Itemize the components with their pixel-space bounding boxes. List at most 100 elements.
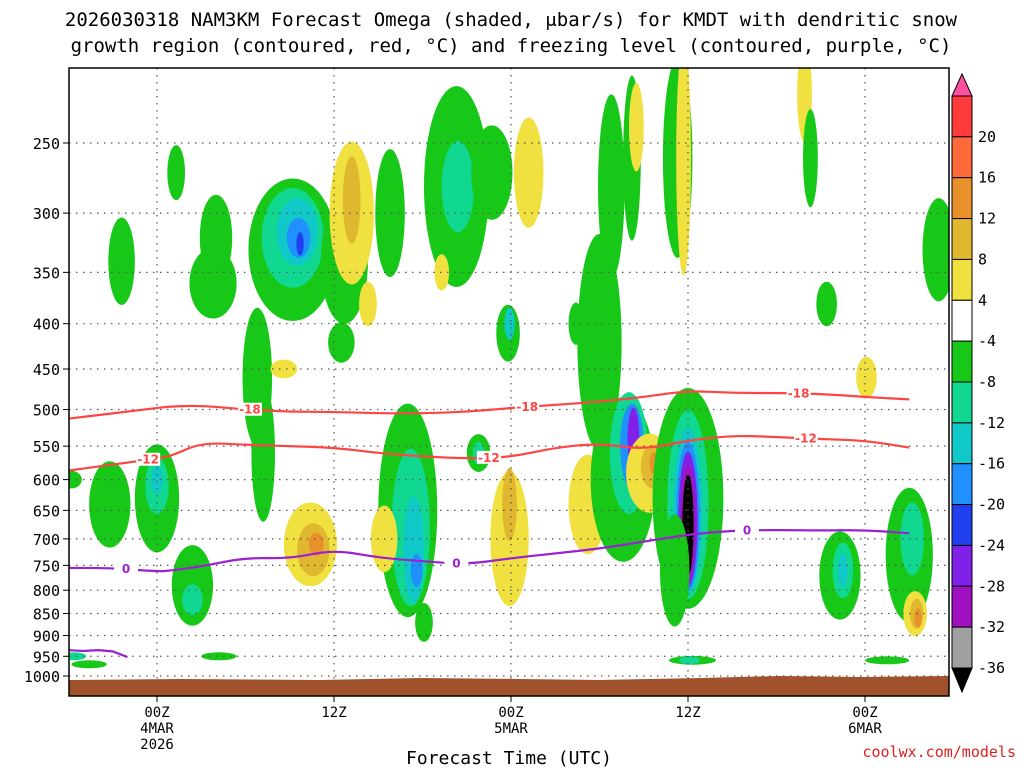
colorbar-label: 20 bbox=[978, 128, 996, 146]
time-tick-label: 12Z bbox=[675, 705, 700, 721]
colorbar-label: -32 bbox=[978, 618, 1005, 636]
freezing-level-contour-label: 0 bbox=[452, 557, 460, 571]
pressure-tick-label: 650 bbox=[33, 502, 60, 520]
omega-shade-region bbox=[189, 247, 237, 319]
omega-shade-region bbox=[900, 502, 924, 576]
omega-shade-region bbox=[679, 656, 700, 665]
omega-shade-region bbox=[328, 322, 355, 363]
contour-label-bg bbox=[237, 402, 262, 416]
colorbar-bottom-arrow bbox=[951, 667, 973, 694]
omega-shade-region bbox=[922, 198, 949, 302]
omega-shade-region bbox=[676, 68, 691, 276]
freezing-level-contour-label: 0 bbox=[122, 562, 130, 576]
omega-shade-region bbox=[71, 660, 107, 669]
pressure-tick-label: 900 bbox=[33, 627, 60, 645]
colorbar-swatch bbox=[951, 463, 973, 506]
contour-label-bg bbox=[735, 523, 759, 537]
omega-shade-region bbox=[865, 656, 910, 665]
omega-shade-region bbox=[403, 496, 424, 603]
ground-surface bbox=[69, 676, 949, 696]
omega-shade-region bbox=[308, 532, 324, 557]
colorbar-swatch bbox=[951, 258, 973, 301]
time-tick-label: 00Z bbox=[144, 705, 169, 721]
omega-shade-region bbox=[251, 384, 275, 522]
pressure-tick-label: 1000 bbox=[24, 668, 60, 686]
minus18-contour-label: -18 bbox=[516, 400, 538, 414]
minus12-contour-label: -12 bbox=[137, 453, 159, 467]
colorbar-swatch bbox=[951, 95, 973, 138]
pressure-tick-label: 800 bbox=[33, 582, 60, 600]
time-tick-label: 4MAR bbox=[140, 721, 174, 737]
colorbar-swatch bbox=[951, 381, 973, 424]
omega-shade-region bbox=[167, 145, 186, 201]
colorbar-label: -36 bbox=[978, 659, 1005, 677]
time-tick-label: 00Z bbox=[498, 705, 523, 721]
colorbar-label: -24 bbox=[978, 536, 1005, 554]
contour-label-bg bbox=[444, 556, 469, 570]
x-axis-label: Forecast Time (UTC) bbox=[406, 748, 612, 768]
pressure-tick-label: 600 bbox=[33, 472, 60, 490]
colorbar-swatch bbox=[951, 585, 973, 628]
time-tick-label: 12Z bbox=[321, 705, 346, 721]
colorbar-swatch bbox=[951, 177, 973, 220]
omega-shade-region bbox=[502, 467, 517, 541]
omega-shade-region bbox=[471, 125, 513, 220]
colorbar-label: 16 bbox=[978, 169, 996, 187]
pressure-tick-label: 850 bbox=[33, 606, 60, 624]
omega-shade-region bbox=[441, 141, 475, 233]
pressure-tick-label: 350 bbox=[33, 264, 60, 282]
omega-shade-region bbox=[816, 281, 837, 327]
omega-shade-region bbox=[69, 470, 82, 489]
pressure-tick-label: 550 bbox=[33, 438, 60, 456]
colorbar-top-arrow bbox=[951, 72, 973, 97]
colorbar-label: -16 bbox=[978, 455, 1005, 473]
contour-label-bg bbox=[476, 450, 501, 464]
omega-shade-region bbox=[296, 232, 304, 256]
omega-shade-region bbox=[410, 553, 423, 588]
omega-shade-region bbox=[914, 608, 922, 628]
colorbar-swatch bbox=[951, 626, 973, 669]
contour-labels: -18 -18 -18 -12 -12 -12 0 0 0 bbox=[114, 386, 818, 576]
colorbar-swatch bbox=[951, 136, 973, 179]
chart-title-line-1: 2026030318 NAM3KM Forecast Omega (shaded… bbox=[65, 9, 958, 31]
colorbar-label: -4 bbox=[978, 332, 996, 350]
omega-shade-region bbox=[270, 359, 298, 379]
omega-shade-region bbox=[69, 652, 87, 661]
omega-shade-region bbox=[856, 356, 877, 399]
pressure-axis: 250 300 350 400 450 500 550 600 650 700 750 800 850 9… bbox=[24, 135, 69, 686]
credit-text: coolwx.com/models bbox=[862, 743, 1016, 761]
time-tick-label: 2026 bbox=[140, 737, 174, 753]
omega-shade-region bbox=[577, 233, 622, 451]
omega-shade-region bbox=[629, 83, 644, 172]
minus18-contour-label: -18 bbox=[788, 386, 810, 400]
omega-shade-region bbox=[182, 584, 203, 616]
omega-shade-region bbox=[659, 514, 690, 627]
freezing-level-low-contour bbox=[69, 649, 128, 659]
minus12-contour-label: -12 bbox=[795, 431, 817, 445]
plot-frame bbox=[68, 67, 950, 697]
minus12-contour bbox=[69, 434, 910, 472]
omega-shade-region bbox=[359, 281, 377, 327]
colorbar-label: -20 bbox=[978, 496, 1005, 514]
omega-shade-region bbox=[415, 602, 433, 642]
colorbar-label: -12 bbox=[978, 414, 1005, 432]
omega-shade-region bbox=[837, 553, 849, 588]
colorbar-label: 8 bbox=[978, 250, 987, 268]
omega-shade-region bbox=[201, 652, 237, 661]
omega-shade-region bbox=[89, 461, 131, 548]
omega-shade-region bbox=[151, 465, 163, 494]
omega-shade-region bbox=[108, 217, 135, 305]
pressure-tick-label: 250 bbox=[33, 135, 60, 153]
colorbar-label: -8 bbox=[978, 373, 996, 391]
plot-area: -18 -18 -18 -12 -12 -12 0 0 0 bbox=[68, 67, 950, 697]
pressure-tick-label: 750 bbox=[33, 557, 60, 575]
omega-shade-region bbox=[598, 94, 625, 279]
omega-shading bbox=[69, 68, 949, 669]
pressure-tick-label: 950 bbox=[33, 648, 60, 666]
colorbar-swatch bbox=[951, 218, 973, 260]
colorbar-label: 12 bbox=[978, 210, 996, 228]
time-tick-label: 6MAR bbox=[848, 721, 882, 737]
colorbar-swatch bbox=[951, 422, 973, 465]
colorbar-label: 4 bbox=[978, 291, 987, 309]
